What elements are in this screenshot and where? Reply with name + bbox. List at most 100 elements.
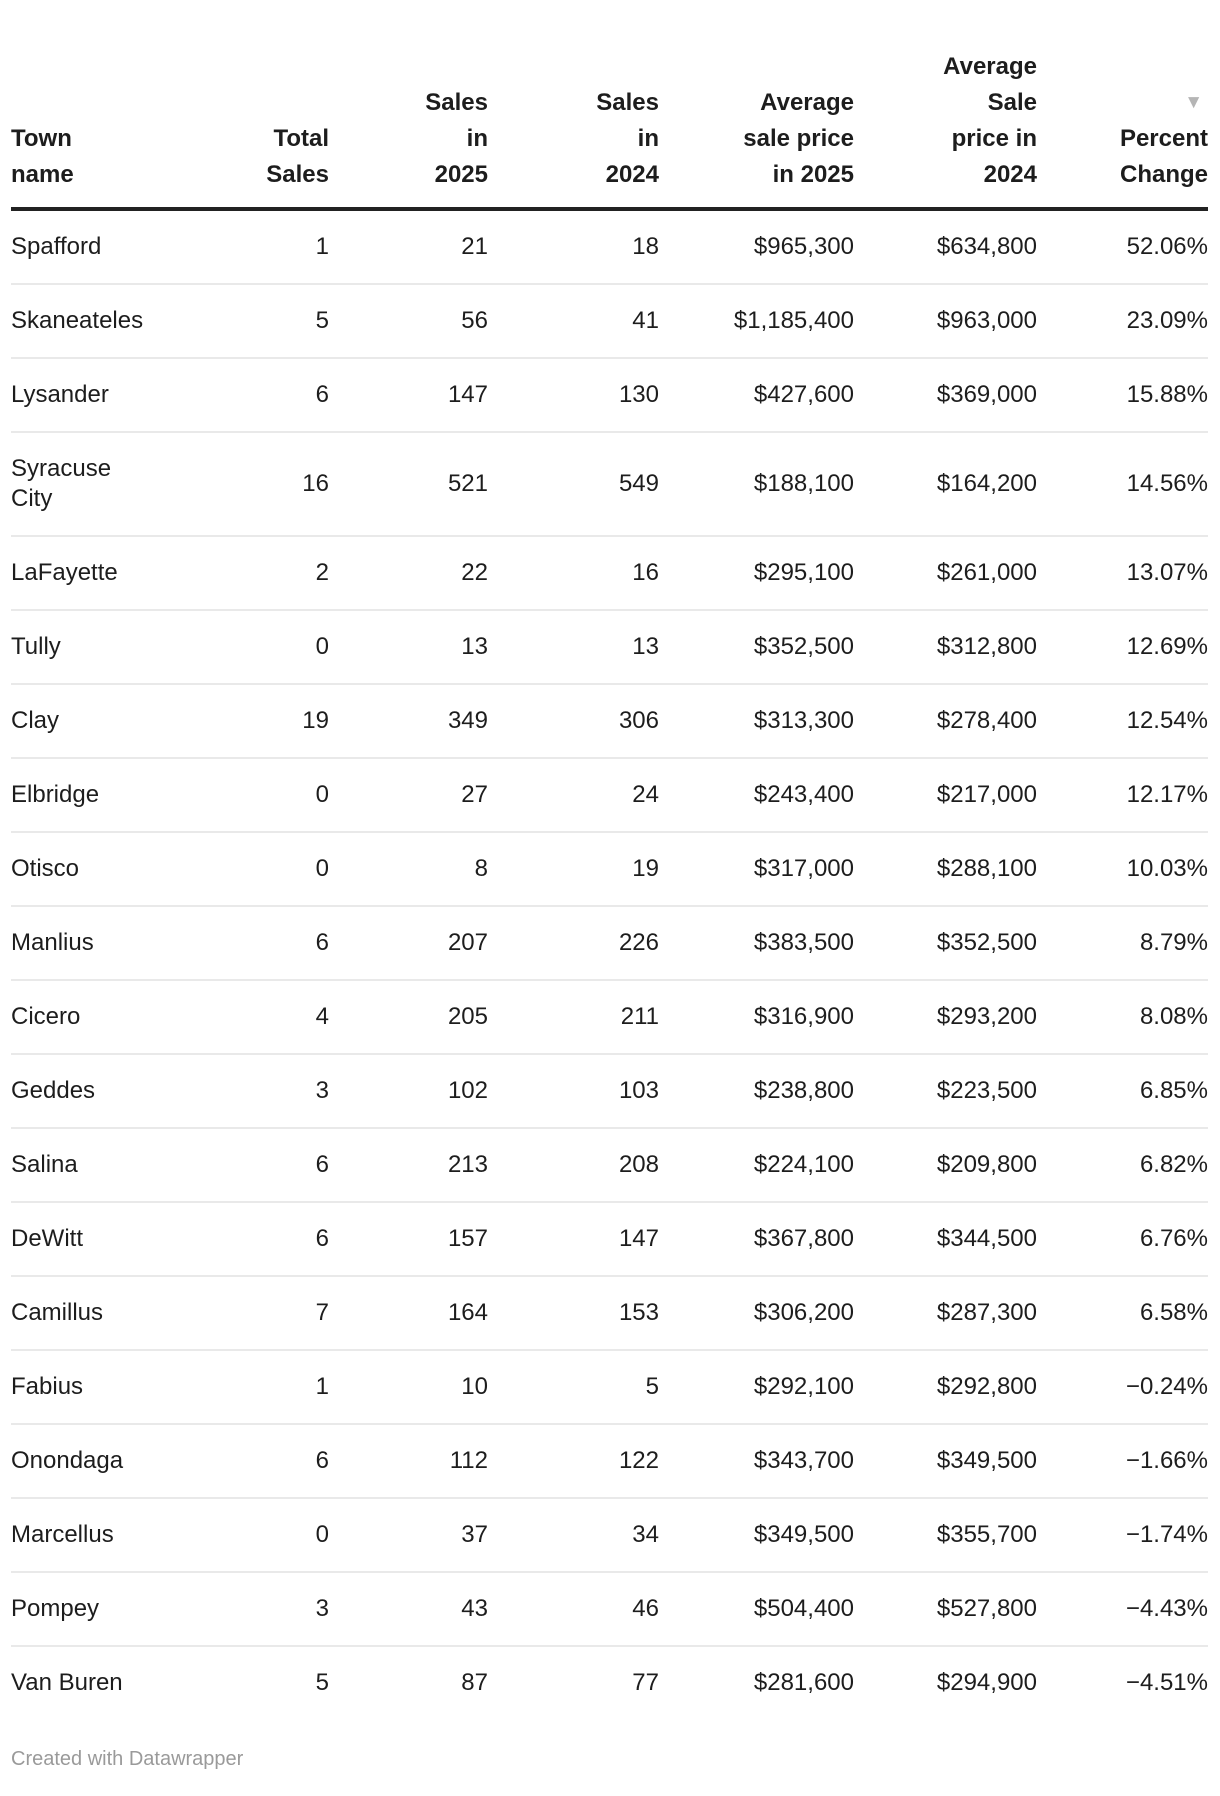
cell-percent-change: 6.76%: [1139, 1225, 1208, 1252]
cell-avg-sale-price-2024: $349,500: [936, 1447, 1037, 1474]
sort-descending-icon: ▼: [1184, 92, 1203, 113]
cell-town-name: Syracuse City: [11, 455, 112, 512]
cell-sales-in-2025: 10: [461, 1373, 488, 1400]
cell-avg-sale-price-2025: $965,300: [753, 233, 854, 260]
cell-town-name: Lysander: [11, 381, 109, 408]
cell-sales-in-2024: 103: [618, 1077, 659, 1104]
column-header-avg-sale-price-2024[interactable]: Average Sale price in 2024: [854, 0, 1037, 209]
cell-avg-sale-price-2024: $352,500: [936, 929, 1037, 956]
cell-avg-sale-price-2025: $427,600: [753, 381, 854, 408]
cell-sales-in-2025: 37: [461, 1521, 488, 1548]
cell-total-sales: 6: [315, 1447, 329, 1474]
cell-sales-in-2024: 226: [618, 929, 659, 956]
table-row: Manlius 6 207 226 $383,500 $352,500 8.79%: [11, 906, 1208, 980]
cell-sales-in-2024: 147: [618, 1225, 659, 1252]
cell-total-sales: 6: [315, 381, 329, 408]
column-label-line: Total: [273, 125, 329, 152]
cell-sales-in-2025: 112: [449, 1447, 488, 1474]
cell-percent-change: 13.07%: [1126, 559, 1208, 586]
column-label-line: Average: [943, 53, 1037, 80]
cell-avg-sale-price-2025: $352,500: [753, 633, 854, 660]
column-label-line: in: [466, 125, 488, 152]
cell-sales-in-2025: 147: [447, 381, 488, 408]
table-row: Van Buren 5 87 77 $281,600 $294,900 −4.51%: [11, 1646, 1208, 1719]
cell-avg-sale-price-2024: $164,200: [936, 470, 1037, 497]
cell-town-name: Manlius: [11, 929, 94, 956]
cell-avg-sale-price-2025: $349,500: [753, 1521, 854, 1548]
cell-avg-sale-price-2025: $343,700: [753, 1447, 854, 1474]
cell-avg-sale-price-2024: $355,700: [936, 1521, 1037, 1548]
table-row: Salina 6 213 208 $224,100 $209,800 6.82%: [11, 1128, 1208, 1202]
cell-sales-in-2025: 43: [461, 1595, 488, 1622]
table-row: Tully 0 13 13 $352,500 $312,800 12.69%: [11, 610, 1208, 684]
cell-total-sales: 6: [315, 1151, 329, 1178]
datawrapper-credit: Created with Datawrapper: [11, 1748, 244, 1770]
cell-total-sales: 3: [315, 1595, 329, 1622]
home-sales-table: Town name Total Sales Sales in 2025 Sales in 2024…: [11, 0, 1208, 1719]
cell-town-name: Spafford: [11, 233, 102, 260]
cell-avg-sale-price-2024: $217,000: [936, 781, 1037, 808]
cell-avg-sale-price-2025: $317,000: [753, 855, 854, 882]
cell-avg-sale-price-2025: $367,800: [753, 1225, 854, 1252]
column-label-line: Sales: [596, 89, 659, 116]
cell-percent-change: −1.74%: [1125, 1521, 1208, 1548]
cell-sales-in-2025: 22: [461, 559, 488, 586]
cell-town-name: Elbridge: [11, 781, 100, 808]
column-header-sales-in-2024[interactable]: Sales in 2024: [488, 0, 659, 209]
cell-sales-in-2025: 349: [447, 707, 488, 734]
column-label-line: name: [11, 161, 74, 188]
column-header-avg-sale-price-2025[interactable]: Average sale price in 2025: [659, 0, 854, 209]
cell-sales-in-2024: 211: [620, 1003, 659, 1030]
cell-sales-in-2025: 205: [447, 1003, 488, 1030]
cell-sales-in-2025: 164: [447, 1299, 488, 1326]
table-row: Geddes 3 102 103 $238,800 $223,500 6.85%: [11, 1054, 1208, 1128]
cell-town-name: Clay: [11, 707, 60, 734]
cell-avg-sale-price-2024: $344,500: [936, 1225, 1037, 1252]
cell-avg-sale-price-2024: $293,200: [936, 1003, 1037, 1030]
column-label-line: sale price: [743, 125, 854, 152]
cell-total-sales: 5: [315, 307, 329, 334]
cell-sales-in-2024: 13: [632, 633, 659, 660]
column-label-line: Town: [11, 125, 72, 152]
cell-avg-sale-price-2025: $306,200: [753, 1299, 854, 1326]
column-label-line: Sales: [425, 89, 488, 116]
column-label-line: in 2025: [772, 161, 854, 188]
cell-sales-in-2025: 213: [447, 1151, 488, 1178]
cell-sales-in-2024: 41: [632, 307, 659, 334]
cell-sales-in-2025: 56: [461, 307, 488, 334]
cell-sales-in-2024: 306: [618, 707, 659, 734]
cell-avg-sale-price-2025: $504,400: [753, 1595, 854, 1622]
column-header-sales-in-2025[interactable]: Sales in 2025: [329, 0, 488, 209]
cell-avg-sale-price-2024: $261,000: [936, 559, 1037, 586]
cell-sales-in-2025: 27: [461, 781, 488, 808]
cell-sales-in-2024: 77: [632, 1669, 659, 1696]
cell-town-name: Skaneateles: [11, 307, 144, 334]
table-row: Syracuse City 16 521 549 $188,100 $164,200 14.…: [11, 432, 1208, 536]
cell-sales-in-2024: 208: [618, 1151, 659, 1178]
cell-town-name: Fabius: [11, 1373, 84, 1400]
cell-percent-change: 12.54%: [1126, 707, 1208, 734]
cell-percent-change: −0.24%: [1125, 1373, 1208, 1400]
cell-avg-sale-price-2025: $383,500: [753, 929, 854, 956]
cell-sales-in-2025: 8: [474, 855, 488, 882]
table-row: Skaneateles 5 56 41 $1,185,400 $963,000 23.09%: [11, 284, 1208, 358]
cell-total-sales: 16: [302, 470, 329, 497]
column-header-total-sales[interactable]: Total Sales: [151, 0, 329, 209]
cell-total-sales: 5: [315, 1669, 329, 1696]
cell-sales-in-2025: 102: [447, 1077, 488, 1104]
cell-total-sales: 0: [315, 781, 329, 808]
cell-avg-sale-price-2025: $238,800: [753, 1077, 854, 1104]
cell-percent-change: 6.85%: [1139, 1077, 1208, 1104]
cell-percent-change: 23.09%: [1126, 307, 1208, 334]
cell-sales-in-2024: 16: [632, 559, 659, 586]
cell-avg-sale-price-2025: $313,300: [753, 707, 854, 734]
cell-sales-in-2025: 21: [461, 233, 488, 260]
table-row: LaFayette 2 22 16 $295,100 $261,000 13.07%: [11, 536, 1208, 610]
cell-avg-sale-price-2024: $209,800: [936, 1151, 1037, 1178]
column-header-percent-change[interactable]: ▼ Percent Change: [1037, 0, 1208, 209]
cell-total-sales: 0: [315, 855, 329, 882]
cell-sales-in-2024: 19: [632, 855, 659, 882]
column-header-town-name[interactable]: Town name: [11, 0, 151, 209]
cell-sales-in-2025: 157: [447, 1225, 488, 1252]
cell-sales-in-2024: 46: [632, 1595, 659, 1622]
